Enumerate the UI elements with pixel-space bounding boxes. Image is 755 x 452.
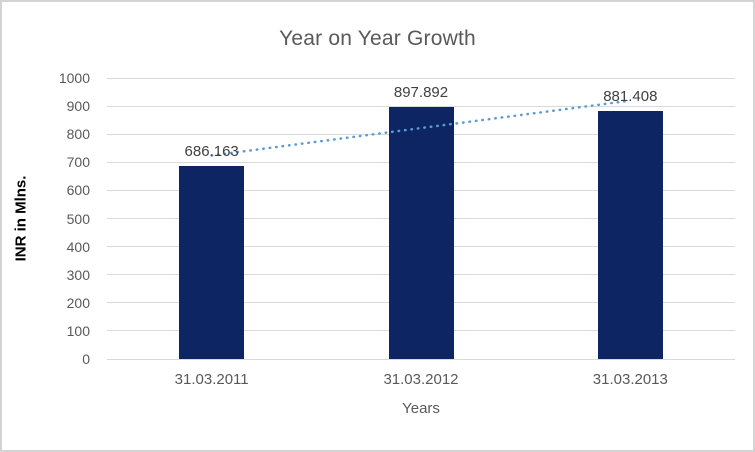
x-tick-label: 31.03.2013 <box>592 371 668 388</box>
trendline <box>210 99 632 157</box>
bar <box>179 166 245 359</box>
x-tick-label: 31.03.2011 <box>174 371 249 388</box>
gridline <box>107 105 735 107</box>
y-tick-label: 900 <box>66 98 90 115</box>
y-tick-label: 800 <box>66 126 90 143</box>
y-tick-label: 200 <box>66 294 90 311</box>
y-tick-label: 1000 <box>58 70 90 86</box>
plot-area <box>107 77 735 360</box>
gridline <box>107 77 735 79</box>
gridline <box>107 358 735 360</box>
y-tick-label: 300 <box>66 266 90 283</box>
y-tick-label: 500 <box>66 210 90 227</box>
y-axis-title-text: INR in Mlns. <box>12 175 30 262</box>
bar <box>388 106 454 359</box>
bar-data-label: 686.163 <box>184 143 239 161</box>
y-tick-label: 0 <box>82 351 90 367</box>
chart-title: Year on Year Growth <box>279 27 476 50</box>
y-tick-label: 700 <box>66 154 90 171</box>
y-tick-label: 400 <box>66 238 90 255</box>
bar <box>597 111 663 359</box>
x-axis-title: Years <box>402 400 440 417</box>
y-tick-label: 100 <box>66 322 90 339</box>
bar-data-label: 897.892 <box>393 83 449 101</box>
y-tick-label: 600 <box>66 182 90 199</box>
bar-data-label: 881.408 <box>603 88 658 106</box>
x-tick-label: 31.03.2012 <box>383 371 459 388</box>
